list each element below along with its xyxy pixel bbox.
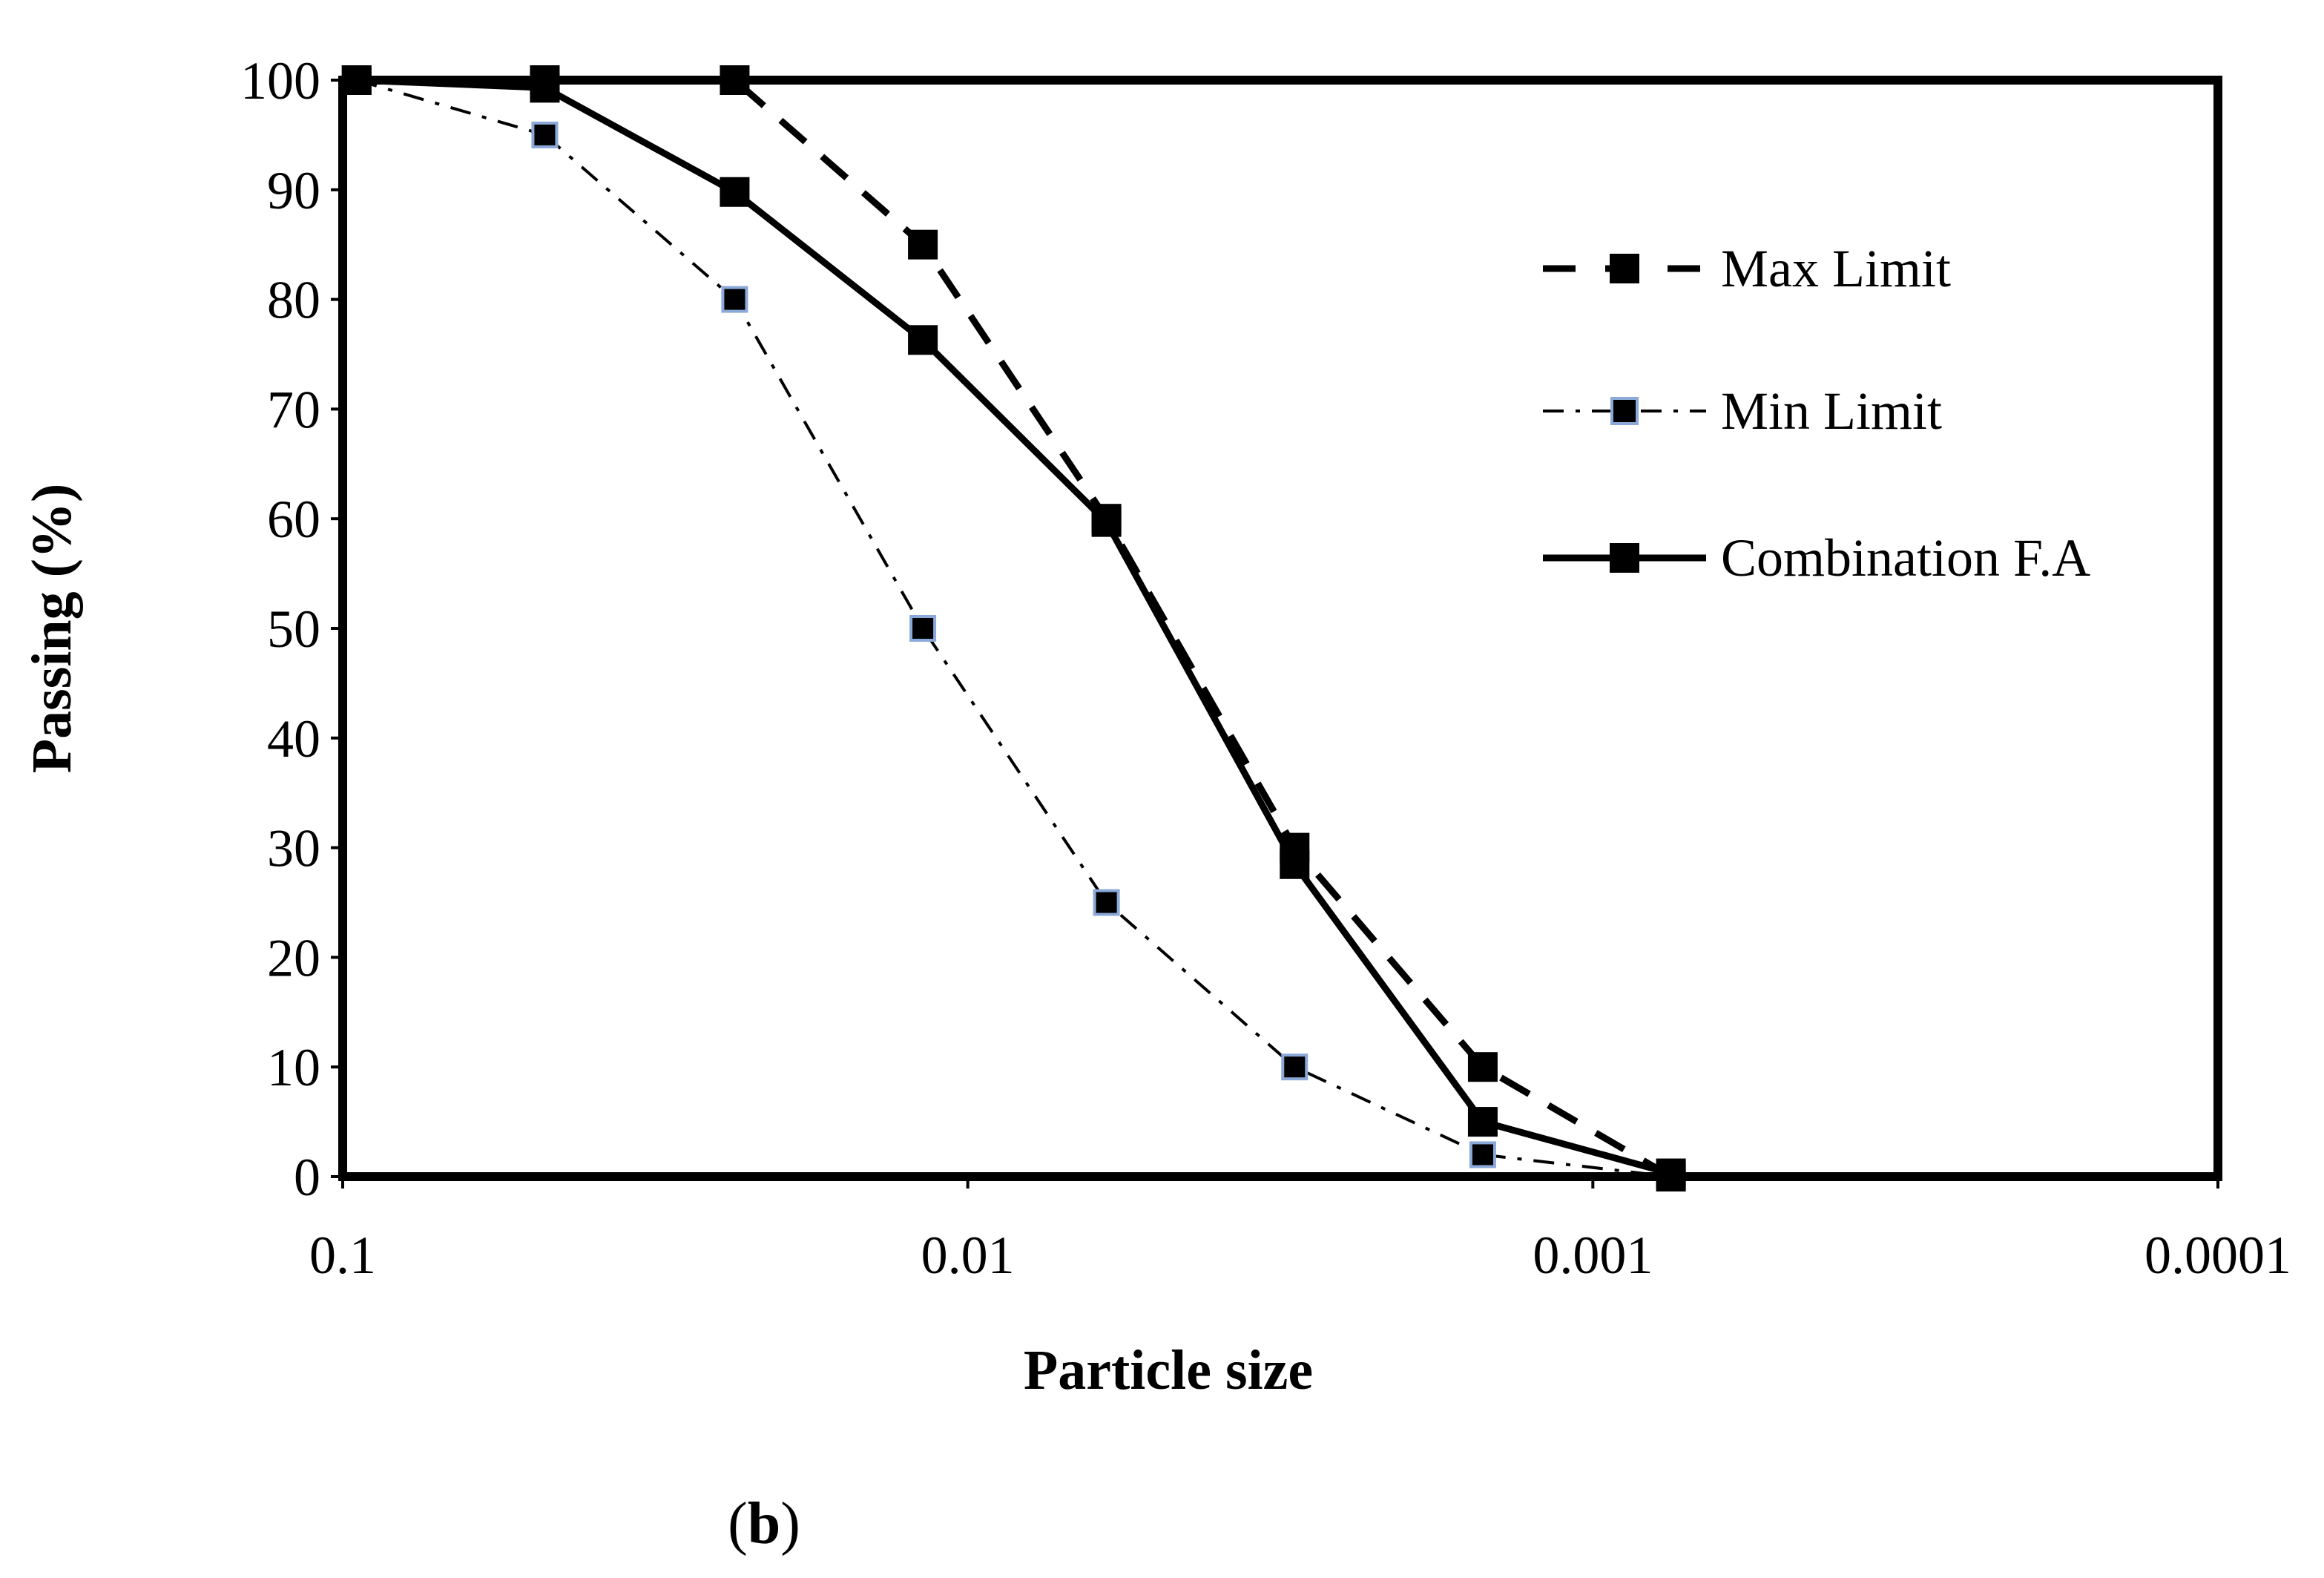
data-point (1093, 889, 1120, 916)
y-tick-label: 0 (294, 1148, 320, 1207)
data-point (1091, 507, 1122, 537)
data-point (530, 73, 560, 103)
legend-marker (1610, 254, 1639, 283)
data-point (908, 229, 938, 260)
y-tick-label: 70 (267, 380, 320, 439)
y-axis-title: Passing (%) (21, 484, 83, 774)
data-point (341, 65, 372, 95)
data-point (721, 286, 748, 313)
data-point (1656, 1158, 1686, 1189)
data-point (909, 615, 937, 642)
figure-caption: (b) (728, 1491, 800, 1556)
legend-label: Max Limit (1721, 239, 1951, 298)
x-tick-label: 0.0001 (2144, 1226, 2291, 1285)
series-layer (341, 65, 1686, 1191)
y-tick-label: 50 (267, 599, 320, 659)
legend-marker (1610, 543, 1639, 573)
data-point (531, 121, 559, 148)
y-tick-label: 20 (267, 928, 320, 987)
x-tick-label: 0.001 (1533, 1226, 1653, 1285)
series-min-limit (343, 67, 1685, 1190)
data-point (720, 65, 750, 95)
legend-label: Combination F.A (1721, 528, 2090, 588)
caption-letter: b (748, 1491, 781, 1556)
series-max-limit (341, 65, 1686, 1191)
data-point (1280, 849, 1310, 879)
y-tick-label: 90 (267, 161, 320, 220)
series-line (356, 79, 1671, 1178)
x-axis-title: Particle size (1024, 1339, 1313, 1401)
series-line (356, 76, 1673, 1180)
y-tick-label: 60 (267, 490, 320, 549)
caption-paren-open: ( (728, 1491, 748, 1556)
caption-paren-close: ) (780, 1491, 800, 1556)
legend-entry-min-limit: Min Limit (1543, 381, 1942, 441)
legend-marker (1610, 397, 1639, 425)
y-tick-label: 30 (267, 819, 320, 878)
data-point (1467, 1107, 1498, 1137)
y-axis: 0 10 20 30 40 50 60 70 80 90 100 (240, 51, 343, 1207)
x-tick-label: 0.01 (921, 1226, 1015, 1285)
series-line (356, 76, 1672, 1177)
y-tick-label: 40 (267, 709, 320, 769)
x-axis: 0.1 0.01 0.001 0.0001 (309, 1177, 2291, 1285)
y-tick-label: 10 (267, 1038, 320, 1097)
data-point (1469, 1141, 1496, 1168)
series-combination-f-a (341, 65, 1686, 1189)
legend: Max Limit Min Limit Combination F.A (1543, 239, 2090, 588)
data-point (720, 177, 750, 207)
x-tick-label: 0.1 (309, 1226, 376, 1285)
data-point (1467, 1052, 1498, 1082)
y-tick-label: 80 (267, 271, 320, 330)
y-tick-label: 100 (240, 51, 320, 111)
data-point (908, 325, 938, 355)
legend-entry-max-limit: Max Limit (1543, 239, 1951, 298)
legend-label: Min Limit (1721, 381, 1942, 441)
legend-entry-combination-f-a: Combination F.A (1543, 528, 2090, 588)
data-point (1281, 1053, 1309, 1081)
